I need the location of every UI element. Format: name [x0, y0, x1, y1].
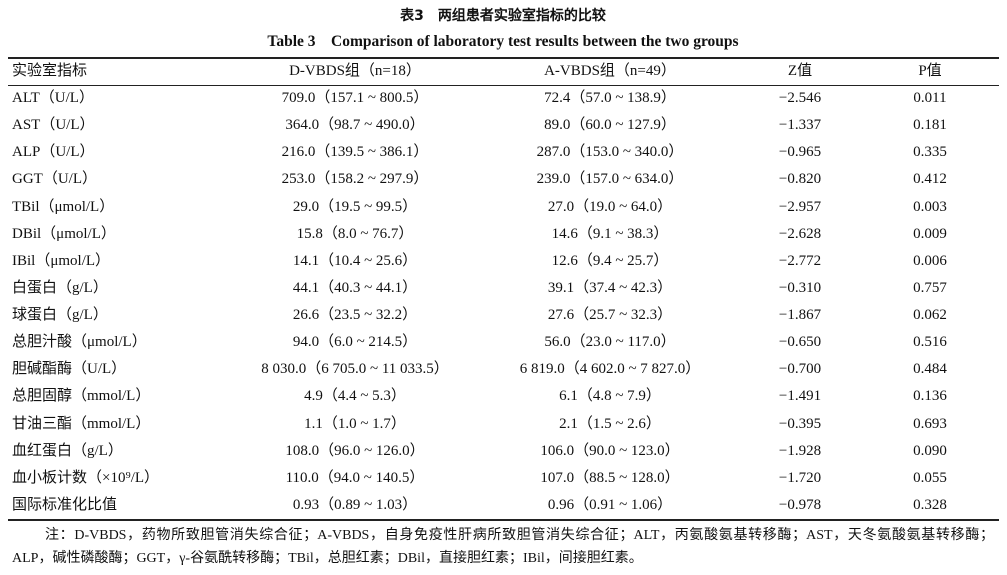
header-cell: A-VBDS组（n=49） [544, 63, 676, 79]
cell: 血红蛋白（g/L） [12, 442, 123, 459]
cell: IBil（μmol/L） [12, 252, 111, 269]
cell: −0.978 [778, 497, 822, 513]
cell: 108.0（96.0 ~ 126.0） [285, 442, 425, 459]
cell: 总胆固醇（mmol/L） [12, 388, 151, 405]
cell: 0.693 [913, 415, 947, 432]
cell: 0.181 [913, 117, 947, 134]
cell: 0.006 [913, 252, 947, 269]
cell: −2.772 [778, 252, 822, 269]
cell: −0.700 [778, 361, 822, 378]
cell: −1.337 [778, 117, 822, 134]
cell: 26.6（23.5 ~ 32.2） [292, 307, 418, 324]
cell: DBil（μmol/L） [12, 225, 116, 242]
cell: 239.0（157.0 ~ 634.0） [536, 171, 684, 188]
title-en: Table 3 Comparison of laboratory test re… [267, 33, 739, 50]
cell: 6.1（4.8 ~ 7.9） [559, 388, 661, 405]
cell: 287.0（153.0 ~ 340.0） [536, 144, 684, 161]
header-cell: Z值 [787, 63, 813, 79]
cell: 白蛋白（g/L） [12, 279, 108, 296]
title-zh: 表3 两组患者实验室指标的比较 [400, 8, 606, 24]
cell: 0.335 [913, 144, 947, 161]
cell: 253.0（158.2 ~ 297.9） [281, 171, 429, 188]
cell: 106.0（90.0 ~ 123.0） [540, 442, 680, 459]
cell: 72.4（57.0 ~ 138.9） [544, 90, 676, 106]
cell: −0.650 [778, 334, 822, 351]
cell: 6 819.0（4 602.0 ~ 7 827.0） [519, 361, 701, 378]
cell: 0.328 [913, 497, 947, 513]
cell: 2.1（1.5 ~ 2.6） [559, 415, 661, 432]
cell: 12.6（9.4 ~ 25.7） [551, 252, 669, 269]
cell: 14.6（9.1 ~ 38.3） [551, 225, 669, 242]
cell: 0.484 [913, 361, 947, 378]
cell: −0.965 [778, 144, 822, 161]
cell: 球蛋白（g/L） [12, 307, 108, 324]
cell: ALT（U/L） [12, 90, 94, 106]
cell: −0.395 [778, 415, 822, 432]
cell: 0.003 [913, 198, 947, 215]
cell: 0.757 [913, 279, 947, 296]
header-cell: D-VBDS组（n=18） [289, 63, 421, 79]
cell: −1.491 [778, 388, 822, 405]
cell: 56.0（23.0 ~ 117.0） [544, 334, 676, 351]
cell: 8 030.0（6 705.0 ~ 11 033.5） [261, 361, 449, 378]
cell: 0.93（0.89 ~ 1.03） [292, 497, 418, 513]
cell: 总胆汁酸（μmol/L） [12, 334, 147, 351]
cell: 27.6（25.7 ~ 32.3） [547, 307, 673, 324]
cell: GGT（U/L） [12, 171, 97, 188]
cell: 0.062 [913, 307, 947, 324]
cell: −0.820 [778, 171, 822, 188]
cell: 27.0（19.0 ~ 64.0） [547, 198, 673, 215]
header-cell: 实验室指标 [12, 63, 88, 79]
bottom-rule [8, 519, 999, 521]
cell: 39.1（37.4 ~ 42.3） [547, 279, 673, 296]
cell: 国际标准化比值 [12, 497, 118, 513]
cell: 4.9（4.4 ~ 5.3） [304, 388, 406, 405]
cell: 血小板计数（×10⁹/L） [12, 469, 160, 486]
cell: −0.310 [778, 279, 822, 296]
cell: AST（U/L） [12, 117, 95, 134]
cell: −1.867 [778, 307, 822, 324]
cell: 110.0（94.0 ~ 140.5） [285, 469, 425, 486]
cell: 1.1（1.0 ~ 1.7） [304, 415, 406, 432]
cell: 364.0（98.7 ~ 490.0） [285, 117, 425, 134]
header-cell: P值 [918, 63, 942, 79]
cell: 44.1（40.3 ~ 44.1） [292, 279, 418, 296]
note: 注：D-VBDS，药物所致胆管消失综合征；A-VBDS，自身免疫性肝病所致胆管消… [12, 528, 994, 566]
cell: 0.055 [913, 469, 947, 486]
cell: 709.0（157.1 ~ 800.5） [281, 90, 429, 106]
cell: 0.090 [913, 442, 947, 459]
cell: 0.009 [913, 225, 947, 242]
cell: 胆碱酯酶（U/L） [12, 361, 127, 378]
cell: 0.96（0.91 ~ 1.06） [547, 497, 673, 513]
cell: −2.628 [778, 225, 822, 242]
cell: 0.412 [913, 171, 947, 188]
top-rule [8, 57, 999, 59]
cell: −2.546 [778, 90, 822, 106]
cell: 89.0（60.0 ~ 127.9） [544, 117, 676, 134]
cell: 94.0（6.0 ~ 214.5） [292, 334, 418, 351]
cell: −1.720 [778, 469, 822, 486]
cell: 216.0（139.5 ~ 386.1） [281, 144, 429, 161]
cell: −2.957 [778, 198, 822, 215]
cell: 15.8（8.0 ~ 76.7） [296, 225, 414, 242]
cell: 0.516 [913, 334, 947, 351]
cell: 0.011 [913, 90, 947, 106]
cell: 107.0（88.5 ~ 128.0） [540, 469, 680, 486]
cell: 甘油三酯（mmol/L） [12, 415, 151, 432]
cell: 0.136 [913, 388, 947, 405]
cell: 29.0（19.5 ~ 99.5） [292, 198, 418, 215]
header-rule [8, 85, 999, 86]
cell: −1.928 [778, 442, 822, 459]
cell: ALP（U/L） [12, 144, 95, 161]
cell: TBil（μmol/L） [12, 198, 115, 215]
cell: 14.1（10.4 ~ 25.6） [292, 252, 418, 269]
